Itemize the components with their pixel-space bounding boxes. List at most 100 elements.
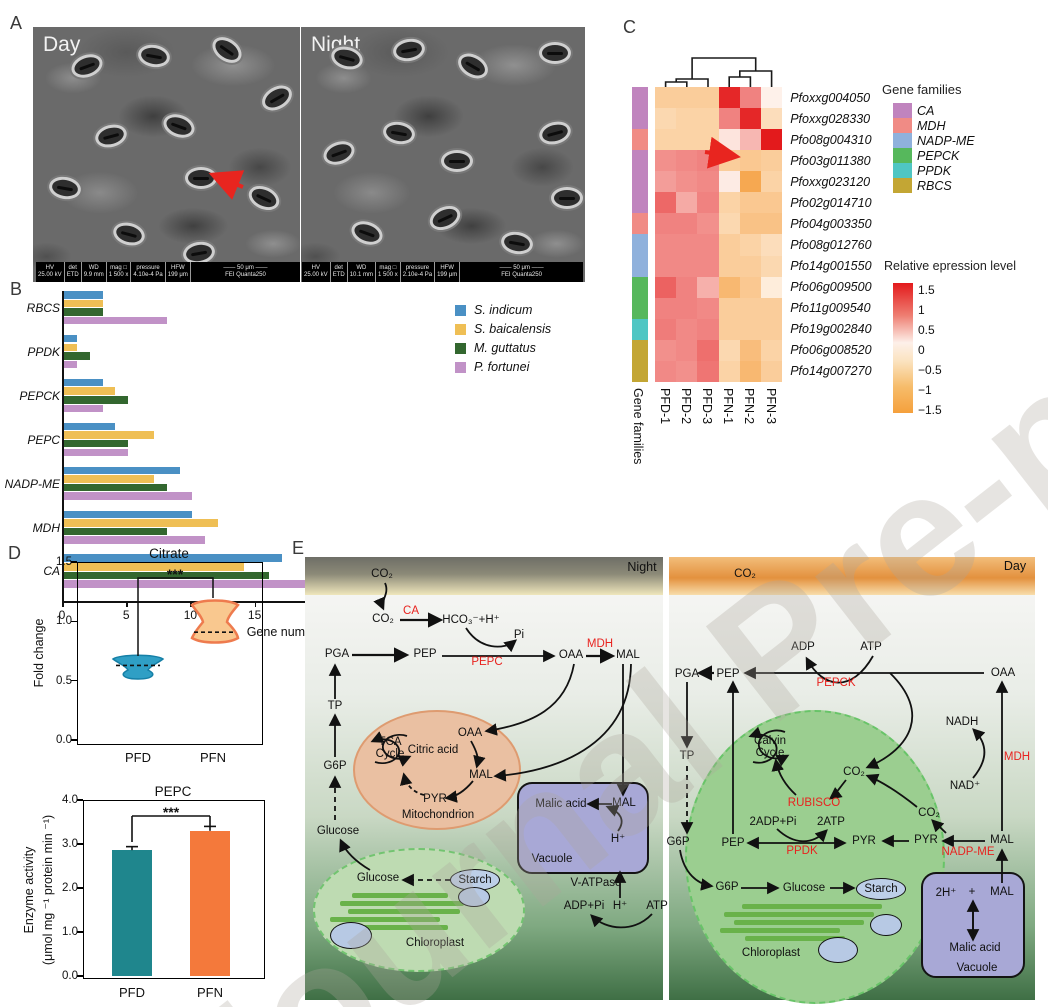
pepc-tick-mark [77, 843, 83, 845]
sem-meta-cell: HFW 199 μm [435, 262, 461, 282]
hm-cell [676, 150, 698, 172]
hm-cell [655, 171, 677, 193]
b-bar-PEPCK-Sindicum [64, 378, 103, 387]
b-legend-swatch [455, 324, 466, 335]
hm-cell [718, 276, 740, 298]
sem-meta-cell: pressure 4.10e-4 Pa [131, 262, 166, 282]
citrate-violin-chart: Citrate 1.5 1.0 0.5 0.0 Fold change PFD PFN *** [0, 540, 280, 770]
sem-meta-value: 2.10e-4 Pa [402, 272, 433, 278]
hm-cell [761, 192, 783, 214]
vacuole-night-shape [517, 782, 649, 874]
sem-meta-cell: HV 25.00 kV [36, 262, 65, 282]
sem-meta-value: 10.1 mm [349, 272, 374, 278]
day-label-2adppi: 2ADP+Pi [749, 816, 797, 828]
day-label-chloroplast: Chloroplast [741, 947, 801, 959]
hm-gene-label: Pfo04g003350 [790, 216, 872, 231]
hm-cell [739, 297, 761, 319]
hm-families-label: MDH [917, 119, 946, 133]
sem-meta-value: 4.10e-4 Pa [133, 272, 163, 278]
b-bar-PPDK-Sbaicalensis [64, 343, 77, 351]
hm-cell [739, 255, 761, 277]
day-label-cycle: Cycle [755, 747, 785, 759]
hm-colorbar-tick: −0.5 [918, 363, 942, 377]
cam-pathway-diagram: Night Day Starch Starch [290, 552, 1048, 1007]
hm-column-label: PFD-3 [700, 387, 714, 425]
plastoglobule [870, 914, 902, 936]
b-bar-NADP-ME-Sbaicalensis [64, 475, 154, 483]
hm-gene-label: Pfo06g008520 [790, 343, 872, 358]
night-label-chloroplast: Chloroplast [405, 937, 465, 949]
citrate-y-tick: 0.0 [56, 734, 72, 746]
citrate-y-tick: 1.5 [56, 556, 72, 568]
sem-meta-header: det [68, 264, 77, 271]
b-bar-NADP-ME-Sindicum [64, 466, 180, 475]
citrate-x-label: PFN [200, 750, 226, 765]
b-bar-RBCS-Sindicum [64, 291, 103, 299]
sem-meta-header: pressure [136, 264, 160, 271]
pepc-plot-frame [83, 800, 265, 979]
hm-cell [739, 339, 761, 361]
thylakoid [360, 925, 448, 930]
stoma [539, 42, 571, 64]
hm-cell [655, 255, 677, 277]
day-label-co: CO₂ [843, 766, 865, 778]
day-band-label: Day [1003, 559, 1027, 573]
hm-colorbar-tick: −1 [918, 383, 932, 397]
hm-families-swatch [893, 133, 912, 148]
hm-cell [718, 318, 740, 340]
b-bar-MDH-Sbaicalensis [64, 519, 219, 527]
hm-colorbar-tick: 1 [918, 303, 925, 317]
b-bar-PPDK-Sindicum [64, 334, 77, 343]
night-label-adppi: ADP+Pi [563, 900, 605, 912]
sem-meta-cell: WD 10.1 mm [348, 262, 377, 282]
b-bar-NADP-ME-Pfortunei [64, 492, 193, 500]
b-bar-RBCS-Mguttatus [64, 308, 103, 316]
b-legend-swatch [455, 305, 466, 316]
b-bar-PEPCK-Pfortunei [64, 404, 103, 413]
hm-cell [655, 87, 677, 109]
hm-cell [761, 360, 783, 382]
sem-meta-value: ETD [332, 272, 345, 278]
b-bar-NADP-ME-Mguttatus [64, 483, 167, 492]
b-legend-label: M. guttatus [474, 341, 536, 355]
night-label-glucose: Glucose [356, 872, 400, 884]
pepc-x-label: PFN [197, 985, 223, 1000]
pepc-y-tick: 4.0 [62, 794, 78, 806]
pepc-y-tick: 3.0 [62, 838, 78, 850]
night-label-mal: MAL [616, 649, 640, 661]
day-label-g6p: G6P [715, 881, 739, 893]
hm-cell [761, 297, 783, 319]
citrate-x-label: PFD [125, 750, 151, 765]
hm-cell [718, 213, 740, 235]
starch-day: Starch [856, 878, 906, 900]
sem-meta-header: mag □ [379, 264, 397, 271]
hm-cell [739, 150, 761, 172]
night-label-mal: MAL [469, 769, 493, 781]
hm-gene-label: Pfo06g009500 [790, 280, 872, 295]
b-bar-CA-Sindicum [64, 554, 283, 562]
b-category-label: PEPCK [19, 388, 60, 403]
day-label-nadpme: NADP-ME [941, 846, 995, 858]
citrate-tick-mark [71, 561, 77, 563]
day-header-band [669, 557, 1035, 595]
hm-row-band-label: Gene families [631, 387, 645, 465]
hm-family-band [632, 360, 648, 382]
night-label-malicacid: Malic acid [535, 798, 587, 810]
hm-families-swatch [893, 103, 912, 118]
sem-meta-cell: pressure 2.10e-4 Pa [401, 262, 436, 282]
b-bar-MDH-Mguttatus [64, 527, 167, 536]
sem-scale-text: —— 50 μm —— [223, 264, 268, 271]
b-tick-label: 5 [122, 608, 130, 622]
night-label-hcoh: HCO₃⁻+H⁺ [442, 614, 500, 626]
b-category-label: PEPC [27, 432, 60, 447]
thylakoid [720, 928, 840, 933]
sem-meta-value: 199 μm [167, 272, 188, 278]
sem-metadata-day: HV 25.00 kV det ETD WD 9.9 mm mag □ 1 500 x pres… [36, 262, 300, 282]
hm-family-band [632, 339, 648, 361]
hm-gene-label: Pfo14g007270 [790, 364, 872, 379]
hm-families-legend-title: Gene families [882, 82, 962, 97]
sem-meta-header: HFW [440, 264, 454, 271]
day-label-mal: MAL [990, 834, 1014, 846]
hm-cell [739, 108, 761, 130]
b-legend-label: P. fortunei [474, 360, 530, 374]
